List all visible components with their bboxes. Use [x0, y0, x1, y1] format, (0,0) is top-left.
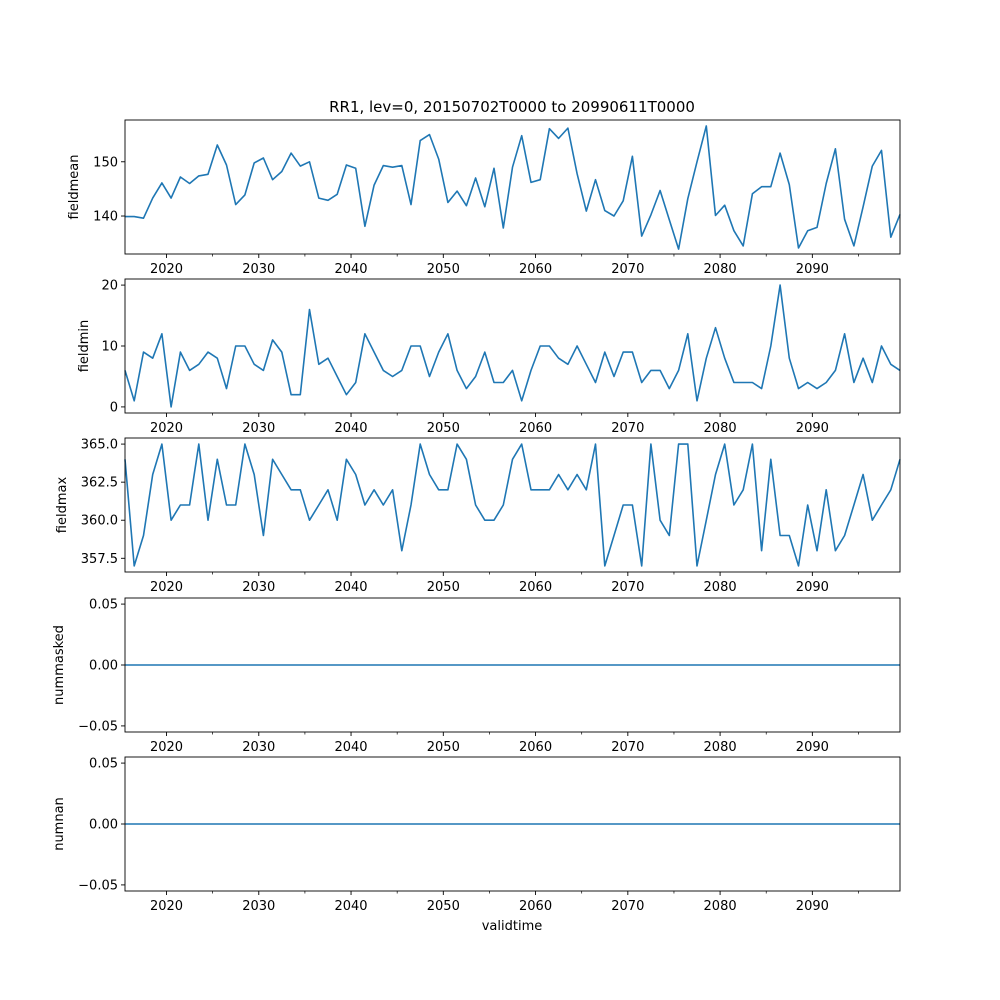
- fieldmax-xtick-label: 2090: [796, 580, 829, 595]
- fieldmax-xtick-label: 2020: [150, 580, 183, 595]
- numnan-xtick-label: 2080: [704, 899, 737, 914]
- fieldmean-xtick-label: 2070: [611, 262, 644, 277]
- fieldmean-y-axis-label: fieldmean: [67, 155, 82, 220]
- fieldmean-xtick-label: 2080: [704, 262, 737, 277]
- fieldmax-ytick-label: 365.0: [81, 438, 118, 453]
- numnan-ytick-label: 0.00: [89, 818, 118, 833]
- chart-title: RR1, lev=0, 20150702T0000 to 20990611T00…: [329, 98, 695, 116]
- nummasked-xtick-label: 2080: [704, 740, 737, 755]
- fieldmin-series-line: [124, 284, 901, 408]
- subplot-fieldmax: 357.5 360.0 362.5 365.0 2020 2030 2040 2050 2060…: [55, 437, 901, 595]
- fieldmin-ytick-label: 20: [101, 279, 118, 294]
- fieldmax-xtick-label: 2030: [242, 580, 275, 595]
- nummasked-xtick-label: 2020: [150, 740, 183, 755]
- nummasked-xtick-label: 2090: [796, 740, 829, 755]
- fieldmax-y-axis-label: fieldmax: [55, 477, 70, 534]
- fieldmin-xtick-label: 2080: [704, 421, 737, 436]
- fieldmean-xtick-label: 2050: [427, 262, 460, 277]
- subplot-nummasked: −0.05 0.00 0.05 2020 2030 2040 2050 2060 2070 208…: [52, 597, 901, 755]
- fieldmax-series-line: [124, 443, 901, 567]
- fieldmin-xtick-label: 2040: [334, 421, 367, 436]
- numnan-xtick-label: 2070: [611, 899, 644, 914]
- subplots: 140 150 2020 2030 2040 2050 2060 2070 2080 2090 fi…: [52, 119, 901, 914]
- fieldmean-ytick-label: 150: [93, 155, 118, 170]
- fieldmin-ytick-label: 10: [101, 340, 118, 355]
- x-axis-label: validtime: [482, 919, 543, 934]
- fieldmean-xtick-label: 2030: [242, 262, 275, 277]
- subplot-fieldmean: 140 150 2020 2030 2040 2050 2060 2070 2080 2090 fi…: [67, 119, 901, 277]
- fieldmin-xtick-label: 2060: [519, 421, 552, 436]
- numnan-y-axis-label: numnan: [52, 797, 67, 851]
- fieldmin-xtick-label: 2070: [611, 421, 644, 436]
- fieldmax-xtick-label: 2080: [704, 580, 737, 595]
- fieldmax-xtick-label: 2070: [611, 580, 644, 595]
- fieldmax-ytick-label: 360.0: [81, 514, 118, 529]
- fieldmean-xtick-label: 2040: [334, 262, 367, 277]
- fieldmean-xtick-label: 2060: [519, 262, 552, 277]
- subplot-numnan: −0.05 0.00 0.05 2020 2030 2040 2050 2060 2070 208…: [52, 756, 901, 914]
- fieldmin-xtick-label: 2090: [796, 421, 829, 436]
- nummasked-y-axis-label: nummasked: [52, 625, 67, 705]
- fieldmax-ytick-label: 357.5: [81, 552, 118, 567]
- fieldmin-xtick-label: 2050: [427, 421, 460, 436]
- nummasked-ytick-label: 0.05: [89, 598, 118, 613]
- numnan-xtick-label: 2050: [427, 899, 460, 914]
- fieldmax-xtick-label: 2050: [427, 580, 460, 595]
- fieldmean-xtick-label: 2090: [796, 262, 829, 277]
- fieldmin-xtick-label: 2030: [242, 421, 275, 436]
- fieldmean-ytick-label: 140: [93, 210, 118, 225]
- fieldmean-series-line: [125, 125, 901, 250]
- numnan-ytick-label: −0.05: [78, 878, 118, 893]
- numnan-xtick-label: 2030: [242, 899, 275, 914]
- fieldmax-ytick-label: 362.5: [81, 476, 118, 491]
- fieldmax-xtick-label: 2060: [519, 580, 552, 595]
- numnan-xtick-label: 2060: [519, 899, 552, 914]
- fieldmean-xtick-label: 2020: [150, 262, 183, 277]
- nummasked-xtick-label: 2070: [611, 740, 644, 755]
- nummasked-ytick-label: 0.00: [89, 659, 118, 674]
- nummasked-ytick-label: −0.05: [78, 719, 118, 734]
- nummasked-xtick-label: 2040: [334, 740, 367, 755]
- fieldmin-ytick-label: 0: [110, 400, 118, 415]
- numnan-xtick-label: 2020: [150, 899, 183, 914]
- fieldmin-xtick-label: 2020: [150, 421, 183, 436]
- numnan-xtick-label: 2040: [334, 899, 367, 914]
- fieldmax-xtick-label: 2040: [334, 580, 367, 595]
- fieldmax-axes-frame: [124, 437, 901, 573]
- nummasked-xtick-label: 2060: [519, 740, 552, 755]
- nummasked-xtick-label: 2050: [427, 740, 460, 755]
- fieldmin-y-axis-label: fieldmin: [77, 320, 92, 373]
- numnan-xtick-label: 2090: [796, 899, 829, 914]
- nummasked-xtick-label: 2030: [242, 740, 275, 755]
- numnan-ytick-label: 0.05: [89, 757, 118, 772]
- fieldmean-axes-frame: [124, 119, 901, 255]
